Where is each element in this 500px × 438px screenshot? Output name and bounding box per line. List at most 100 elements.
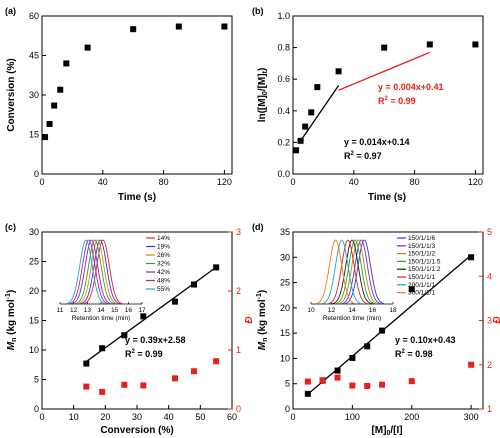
- axes-ticks-b: 0 40 80 120 0.0 0.2 0.4 0.6 0.8 1.0: [277, 11, 482, 187]
- data-point-b: [335, 68, 342, 75]
- gpc-trace-c: [68, 239, 109, 305]
- fit-r2-red-value: 0.99: [398, 96, 416, 106]
- y2-axis-label-c: Đ: [244, 316, 255, 323]
- inset-x-tick-label-c: 15: [111, 307, 119, 314]
- x-tick-label-a: 120: [217, 177, 232, 187]
- inset-x-tick-label-c: 13: [84, 307, 92, 314]
- inset-x-tick-label-d: 18: [389, 307, 397, 314]
- x-tick-label-b: 0: [290, 177, 295, 187]
- y-axis-label-a: Conversion (%): [6, 58, 17, 131]
- y-tick-label-a: 45: [29, 51, 39, 61]
- inset-legend-label-d: 200/1/1/1: [408, 282, 435, 289]
- x-tick-label-c: 10: [69, 412, 79, 422]
- gpc-trace-c: [75, 239, 115, 305]
- y-tick-label-b: 0.4: [277, 106, 290, 116]
- data-point-a: [57, 86, 64, 93]
- data-point-d: [408, 286, 415, 293]
- dispersity-point-d: [408, 378, 415, 385]
- data-point-a: [130, 26, 137, 33]
- panel-label-b: (b): [252, 6, 264, 16]
- y-tick-label-b: 1.0: [277, 11, 290, 21]
- y2-tick-label-d: 3: [487, 316, 492, 326]
- x-axis-label-d: [M]0/[I]: [371, 425, 402, 437]
- gpc-trace-c: [80, 239, 121, 305]
- axes-ticks-a: 0 40 80 120 0 15 30 45 60: [29, 11, 232, 187]
- y-tick-label-a: 15: [29, 130, 39, 140]
- fit-equation-d: y = 0.10x+0.43: [395, 335, 456, 345]
- gpc-trace-d: [315, 239, 356, 305]
- inset-x-tick-label-c: 17: [138, 307, 146, 314]
- inset-legend-label-d: 150/1/1/1.5: [408, 258, 441, 265]
- fit-r2-black: R2 = 0.97: [344, 151, 382, 161]
- fit-r2-c-value: 0.99: [145, 349, 163, 359]
- inset-legend-label-d: 150/1/1/1: [408, 274, 435, 281]
- y2-tick-label-d: 5: [487, 227, 492, 237]
- inset-x-tick-label-c: 16: [125, 307, 133, 314]
- y-tick-label-c: 25: [29, 257, 39, 267]
- inset-legend-label-c: 32%: [157, 261, 170, 268]
- data-point-b: [426, 41, 433, 48]
- inset-x-tick-label-c: 11: [57, 307, 64, 314]
- dispersity-point-d: [468, 361, 475, 368]
- y2-axis-label-d: Đ: [492, 316, 500, 323]
- plot-frame-b: [292, 15, 484, 175]
- points-c: [83, 264, 220, 395]
- x-tick-label-d: 300: [464, 412, 479, 422]
- inset-legend-label-c: 26%: [157, 252, 170, 259]
- gpc-trace-c: [77, 239, 118, 305]
- gpc-trace-d: [341, 239, 381, 305]
- x-tick-label-c: 60: [227, 412, 237, 422]
- gpc-trace-d: [344, 239, 385, 305]
- inset-x-label-d: Retention time (min): [323, 315, 382, 322]
- dispersity-point-c: [140, 382, 147, 389]
- dispersity-point-c: [121, 381, 128, 388]
- y2-tick-label-d: 4: [487, 271, 492, 281]
- data-point-c: [140, 313, 147, 320]
- y-tick-label-d: 20: [280, 303, 290, 313]
- x-tick-label-c: 30: [132, 412, 142, 422]
- data-point-d: [379, 327, 386, 334]
- y2-tick-label-d: 1: [487, 404, 492, 414]
- gpc-trace-d: [338, 239, 378, 305]
- data-point-b: [297, 137, 304, 144]
- x-tick-label-a: 80: [159, 177, 169, 187]
- x-tick-label-a: 40: [98, 177, 108, 187]
- gpc-trace-c: [66, 239, 106, 305]
- inset-x-tick-label-d: 16: [369, 307, 377, 314]
- data-point-b: [293, 147, 300, 154]
- y-tick-label-d: 10: [280, 353, 290, 363]
- x-tick-label-d: 200: [404, 412, 419, 422]
- fit-r2-black-value: 0.97: [364, 151, 382, 161]
- data-point-d: [334, 367, 341, 374]
- inset-x-tick-label-d: 10: [307, 307, 315, 314]
- panel-label-c: (c): [5, 222, 16, 232]
- fit-r2-d-value: 0.98: [415, 349, 433, 359]
- x-tick-label-d: 100: [345, 412, 360, 422]
- y-tick-label-c: 0: [34, 404, 39, 414]
- x-tick-label-b: 80: [410, 177, 420, 187]
- data-point-b: [314, 84, 321, 91]
- data-point-b: [308, 109, 315, 116]
- data-point-b: [472, 41, 479, 48]
- y2-tick-label-c: 2: [236, 286, 241, 296]
- dispersity-point-d: [304, 378, 311, 385]
- data-point-a: [51, 102, 58, 109]
- plot-frame-c: [41, 231, 233, 410]
- data-point-a: [63, 60, 70, 67]
- fit-line-b-1: [338, 51, 431, 91]
- data-point-d: [468, 254, 475, 261]
- y2-tick-label-c: 1: [236, 345, 241, 355]
- gpc-trace-c: [71, 239, 112, 305]
- fit-line-d: [307, 254, 472, 395]
- dispersity-point-c: [99, 388, 106, 395]
- data-point-a: [46, 120, 53, 127]
- dispersity-point-c: [191, 368, 197, 375]
- y-tick-label-b: 0.2: [277, 137, 290, 147]
- inset-x-label-c: Retention time (min): [72, 315, 131, 322]
- inset-legend-label-c: 42%: [157, 269, 170, 276]
- x-axis-label-a: Time (s): [118, 192, 156, 203]
- data-point-c: [83, 360, 90, 367]
